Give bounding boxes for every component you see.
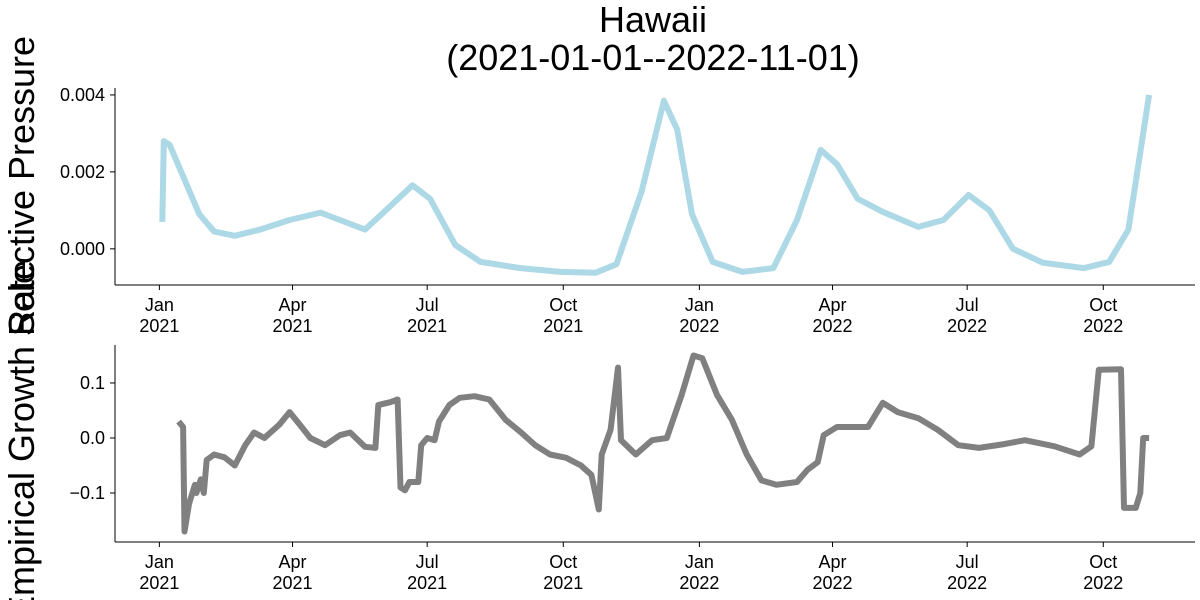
y-tick-label: 0.004 (60, 85, 105, 105)
data-line (176, 352, 1150, 535)
x-tick-label: Jul 2021 (407, 552, 447, 593)
x-tick-label: Jan 2022 (679, 295, 719, 336)
x-tick-label: Apr 2021 (273, 295, 313, 336)
x-tick-label: Jul 2021 (407, 295, 447, 336)
x-tick-label: Apr 2021 (273, 552, 313, 593)
y-tick-label: 0.002 (60, 162, 105, 182)
x-tick-label: Jul 2022 (947, 295, 987, 336)
x-tick-label: Jan 2021 (139, 295, 179, 336)
y-tick-label: 0.000 (60, 239, 105, 259)
x-tick-label: Jan 2021 (139, 552, 179, 593)
y-tick-label: 0.0 (80, 428, 105, 448)
y-tick-label: −0.1 (69, 483, 105, 503)
x-tick-label: Oct 2021 (543, 295, 583, 336)
x-tick-label: Jan 2022 (679, 552, 719, 593)
x-tick-label: Jul 2022 (947, 552, 987, 593)
x-tick-label: Oct 2022 (1083, 295, 1123, 336)
x-tick-label: Oct 2022 (1083, 552, 1123, 593)
x-tick-label: Apr 2022 (813, 295, 853, 336)
data-line (159, 94, 1153, 276)
y-axis-label: Empirical Growth Rate (1, 260, 42, 600)
chart-title: Hawaii (2021-01-01--2022-11-01) (446, 0, 860, 78)
y-tick-label: 0.1 (80, 373, 105, 393)
y-axis-label: Selective Pressure (1, 36, 42, 336)
x-tick-label: Oct 2021 (543, 552, 583, 593)
x-tick-label: Apr 2022 (813, 552, 853, 593)
